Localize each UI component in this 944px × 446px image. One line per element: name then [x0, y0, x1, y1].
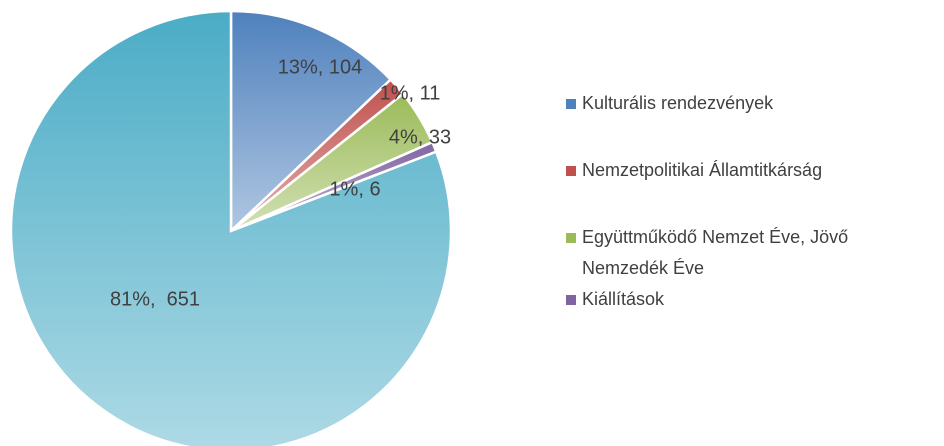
data-label: 1%, 6: [329, 178, 380, 200]
legend-swatch: [566, 233, 576, 243]
legend-label: Kulturális rendezvények: [582, 93, 774, 113]
legend-item: Nemzetpolitikai Államtitkárság: [566, 155, 916, 186]
legend: Kulturális rendezvények Nemzetpolitikai Á…: [566, 88, 916, 351]
legend-item: Kiállítások: [566, 284, 916, 315]
data-label: 4%, 33: [389, 126, 451, 148]
pie-slice: [9, 9, 453, 446]
legend-label: Kiállítások: [582, 289, 665, 309]
legend-swatch: [566, 99, 576, 109]
legend-label: Együttműködő Nemzet Éve, Jövő Nemzedék É…: [582, 227, 849, 278]
data-label: 81%, 651: [110, 288, 200, 310]
legend-item: Együttműködő Nemzet Éve, Jövő Nemzedék É…: [566, 222, 916, 284]
legend-swatch: [566, 166, 576, 176]
data-label: 13%, 104: [278, 56, 363, 78]
data-label: 1%, 11: [380, 82, 441, 104]
legend-label: Nemzetpolitikai Államtitkárság: [582, 160, 823, 180]
pie-slice: [229, 9, 393, 234]
legend-item: Kulturális rendezvények: [566, 88, 916, 119]
legend-swatch: [566, 295, 576, 305]
